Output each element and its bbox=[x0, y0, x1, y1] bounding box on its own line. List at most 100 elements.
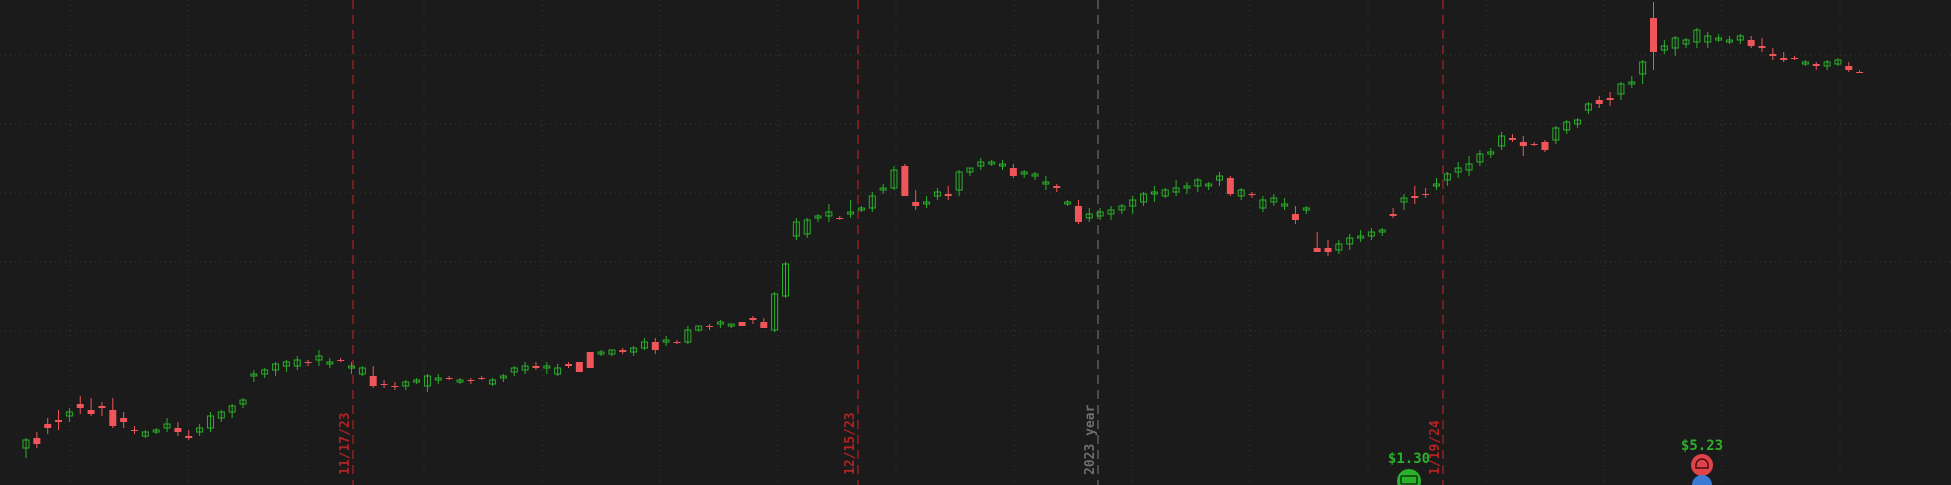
candle[interactable] bbox=[217, 410, 225, 422]
candle[interactable] bbox=[651, 338, 659, 354]
candle[interactable] bbox=[1433, 178, 1440, 190]
candle[interactable] bbox=[1422, 188, 1430, 198]
candle[interactable] bbox=[337, 358, 345, 362]
candle[interactable] bbox=[250, 370, 258, 382]
candle[interactable] bbox=[1009, 164, 1017, 178]
candle[interactable] bbox=[1812, 62, 1820, 70]
candle[interactable] bbox=[1259, 196, 1267, 212]
candle[interactable] bbox=[489, 378, 497, 386]
candle[interactable] bbox=[890, 166, 898, 190]
candle[interactable] bbox=[348, 362, 355, 374]
candle[interactable] bbox=[1183, 182, 1191, 194]
candle[interactable] bbox=[706, 324, 714, 330]
candle[interactable] bbox=[228, 404, 236, 418]
candle[interactable] bbox=[1389, 208, 1397, 218]
candle[interactable] bbox=[1791, 56, 1799, 60]
candle[interactable] bbox=[1074, 200, 1082, 224]
candle[interactable] bbox=[44, 418, 52, 434]
dividend-event[interactable]: $1.30 bbox=[1388, 451, 1430, 485]
candle[interactable] bbox=[1129, 196, 1137, 214]
info-icon[interactable] bbox=[1692, 475, 1712, 485]
candle[interactable] bbox=[358, 366, 366, 376]
candle[interactable] bbox=[1302, 206, 1310, 214]
candle[interactable] bbox=[1085, 208, 1093, 222]
candle[interactable] bbox=[1172, 180, 1180, 196]
candle[interactable] bbox=[814, 214, 822, 222]
candle[interactable] bbox=[261, 368, 269, 378]
candle[interactable] bbox=[185, 430, 193, 440]
candle[interactable] bbox=[1617, 82, 1625, 100]
candle[interactable] bbox=[1606, 92, 1614, 106]
candle[interactable] bbox=[1552, 126, 1560, 144]
candle[interactable] bbox=[1248, 192, 1256, 198]
candle[interactable] bbox=[727, 323, 735, 328]
candle[interactable] bbox=[1443, 172, 1451, 186]
candle[interactable] bbox=[640, 338, 648, 350]
candle[interactable] bbox=[282, 360, 290, 372]
candle[interactable] bbox=[1140, 192, 1148, 206]
candle[interactable] bbox=[22, 438, 30, 458]
candle[interactable] bbox=[1454, 162, 1462, 178]
candle[interactable] bbox=[1281, 198, 1289, 210]
candle[interactable] bbox=[1270, 194, 1278, 206]
candle[interactable] bbox=[98, 402, 106, 416]
candle[interactable] bbox=[532, 362, 540, 370]
candle[interactable] bbox=[630, 346, 638, 356]
candle[interactable] bbox=[1715, 34, 1723, 42]
candle[interactable] bbox=[1834, 58, 1842, 66]
candle[interactable] bbox=[33, 432, 41, 448]
candle[interactable] bbox=[76, 396, 84, 414]
money-icon[interactable] bbox=[1397, 469, 1421, 485]
candle[interactable] bbox=[402, 380, 410, 390]
candle[interactable] bbox=[760, 318, 768, 328]
candle[interactable] bbox=[1465, 156, 1473, 176]
candle[interactable] bbox=[326, 358, 334, 368]
candle[interactable] bbox=[933, 188, 941, 200]
candle[interactable] bbox=[413, 378, 421, 384]
candle[interactable] bbox=[369, 366, 377, 388]
candle[interactable] bbox=[272, 362, 280, 376]
candle[interactable] bbox=[196, 424, 204, 436]
candle[interactable] bbox=[239, 398, 247, 408]
candle[interactable] bbox=[847, 200, 855, 218]
candle[interactable] bbox=[1856, 70, 1864, 73]
candle[interactable] bbox=[55, 410, 63, 430]
candle[interactable] bbox=[1747, 36, 1755, 48]
candle[interactable] bbox=[1378, 228, 1386, 236]
candle[interactable] bbox=[510, 366, 518, 376]
candle[interactable] bbox=[782, 262, 789, 298]
candle[interactable] bbox=[1216, 172, 1223, 186]
candle[interactable] bbox=[1530, 142, 1538, 146]
candle[interactable] bbox=[738, 322, 746, 326]
candle[interactable] bbox=[1064, 200, 1072, 206]
candle[interactable] bbox=[141, 430, 149, 438]
candle[interactable] bbox=[1194, 178, 1202, 192]
earnings-event[interactable]: $5.23 bbox=[1681, 438, 1723, 485]
candle[interactable] bbox=[1574, 118, 1582, 128]
candle[interactable] bbox=[1150, 186, 1158, 202]
event-markers[interactable]: $1.30 $5.23 bbox=[1388, 438, 1723, 485]
candle[interactable] bbox=[1400, 194, 1408, 210]
candle[interactable] bbox=[1758, 38, 1766, 52]
candle[interactable] bbox=[1205, 182, 1213, 190]
candle[interactable] bbox=[1118, 204, 1126, 214]
candle[interactable] bbox=[1324, 240, 1332, 256]
candle[interactable] bbox=[499, 374, 507, 382]
candle[interactable] bbox=[955, 170, 963, 196]
candle[interactable] bbox=[521, 362, 529, 374]
candle[interactable] bbox=[1736, 34, 1744, 44]
candle[interactable] bbox=[868, 192, 876, 212]
candle[interactable] bbox=[65, 408, 73, 422]
candle[interactable] bbox=[131, 426, 138, 434]
candle[interactable] bbox=[836, 216, 844, 220]
candle[interactable] bbox=[456, 378, 464, 384]
candle[interactable] bbox=[749, 316, 757, 324]
candle[interactable] bbox=[792, 218, 800, 240]
candle[interactable] bbox=[857, 206, 865, 212]
candle[interactable] bbox=[1313, 232, 1321, 252]
candle[interactable] bbox=[1042, 176, 1050, 190]
candle[interactable] bbox=[999, 160, 1006, 170]
earnings-icon[interactable] bbox=[1691, 454, 1713, 476]
candle[interactable] bbox=[1519, 136, 1527, 156]
candle[interactable] bbox=[1639, 60, 1647, 84]
